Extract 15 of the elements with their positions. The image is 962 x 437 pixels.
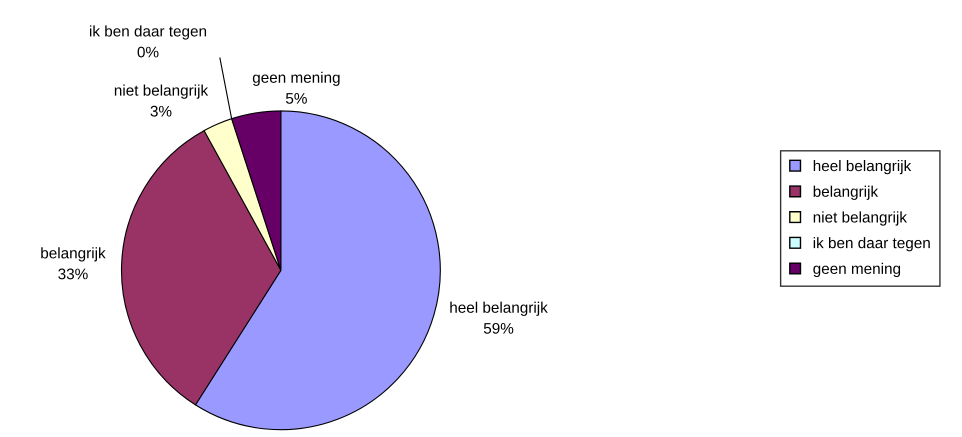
legend-label: niet belangrijk xyxy=(814,211,907,226)
legend-label: belangrijk xyxy=(814,186,878,200)
slice-label: niet belangrijk xyxy=(114,84,208,99)
category-label: ik ben daar tegen xyxy=(90,25,206,40)
data-label: 59% xyxy=(484,322,514,334)
legend-label: ik ben daar tegen xyxy=(814,237,930,252)
legend-label: geen mening xyxy=(813,262,900,278)
data-label: 33% xyxy=(58,268,88,280)
data-label: 3% xyxy=(150,106,172,117)
text: 0% xyxy=(138,46,158,58)
slice-label: geen mening xyxy=(252,72,340,86)
legend-label: heel belangrijk xyxy=(814,160,912,174)
slice-label: heel belangrijk xyxy=(450,302,548,316)
slice-label: belangrijk xyxy=(41,247,106,262)
data-label: 5% xyxy=(286,93,307,104)
